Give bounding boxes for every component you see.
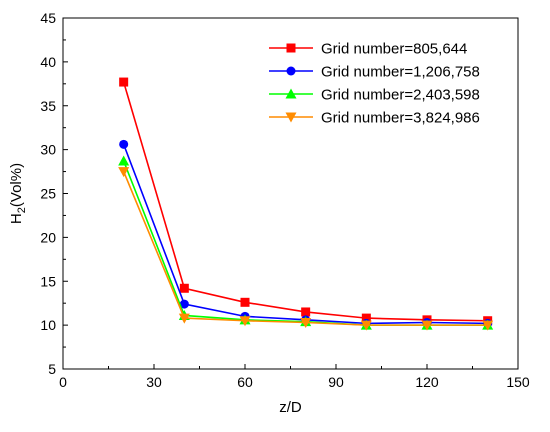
y-tick-label: 40 xyxy=(40,54,56,70)
axis-layer: 0 30 60 90 120 150 5 10 15 20 25 30 35 40 45 z/D H2(Vol%… xyxy=(8,10,530,416)
legend-label: Grid number=805,644 xyxy=(321,41,467,58)
data-point xyxy=(119,77,129,87)
data-point xyxy=(301,307,311,317)
x-tick-label: 120 xyxy=(415,374,439,390)
data-point xyxy=(118,167,130,178)
x-tick-label: 60 xyxy=(237,374,253,390)
marks-layer xyxy=(118,77,494,331)
data-point xyxy=(179,283,189,293)
legend-marker xyxy=(285,112,297,123)
x-tick-label: 30 xyxy=(146,374,162,390)
data-point xyxy=(361,313,371,323)
data-point xyxy=(240,297,250,307)
y-tick-label: 35 xyxy=(40,98,56,114)
y-tick-label: 5 xyxy=(48,361,56,377)
x-tick-label: 0 xyxy=(59,374,67,390)
x-tick-label: 150 xyxy=(506,374,530,390)
series-line xyxy=(122,144,488,325)
legend: Grid number=805,644 Grid number=1,206,758… xyxy=(269,41,480,127)
x-axis-title: z/D xyxy=(279,399,302,416)
data-point xyxy=(300,317,312,328)
legend-item: Grid number=805,644 xyxy=(269,41,467,58)
legend-label: Grid number=1,206,758 xyxy=(321,64,480,81)
y-axis-title: H2(Vol%) xyxy=(8,163,28,224)
series-line xyxy=(122,160,488,326)
legend-item: Grid number=1,206,758 xyxy=(269,64,480,81)
y-tick-label: 20 xyxy=(40,229,56,245)
series-4 xyxy=(118,167,494,331)
legend-marker xyxy=(286,43,296,53)
data-point xyxy=(239,316,251,327)
data-point xyxy=(179,299,189,309)
legend-item: Grid number=2,403,598 xyxy=(269,87,480,104)
data-point xyxy=(178,313,190,324)
legend-item: Grid number=3,824,986 xyxy=(269,110,480,127)
y-tick-label: 15 xyxy=(40,273,56,289)
legend-label: Grid number=3,824,986 xyxy=(321,110,480,127)
series-line xyxy=(122,171,488,326)
y-tick-label: 30 xyxy=(40,142,56,158)
data-point xyxy=(118,155,130,166)
data-point xyxy=(421,320,433,331)
legend-marker xyxy=(285,88,297,99)
data-point xyxy=(360,320,372,331)
y-tick-label: 25 xyxy=(40,186,56,202)
data-point xyxy=(119,139,129,149)
series-3 xyxy=(118,155,494,330)
x-tick-label: 90 xyxy=(328,374,344,390)
y-tick-label: 10 xyxy=(40,317,56,333)
data-point xyxy=(482,320,494,331)
legend-label: Grid number=2,403,598 xyxy=(321,87,480,104)
legend-marker xyxy=(286,66,296,76)
y-tick-label: 45 xyxy=(40,10,56,26)
series-2 xyxy=(119,139,493,328)
